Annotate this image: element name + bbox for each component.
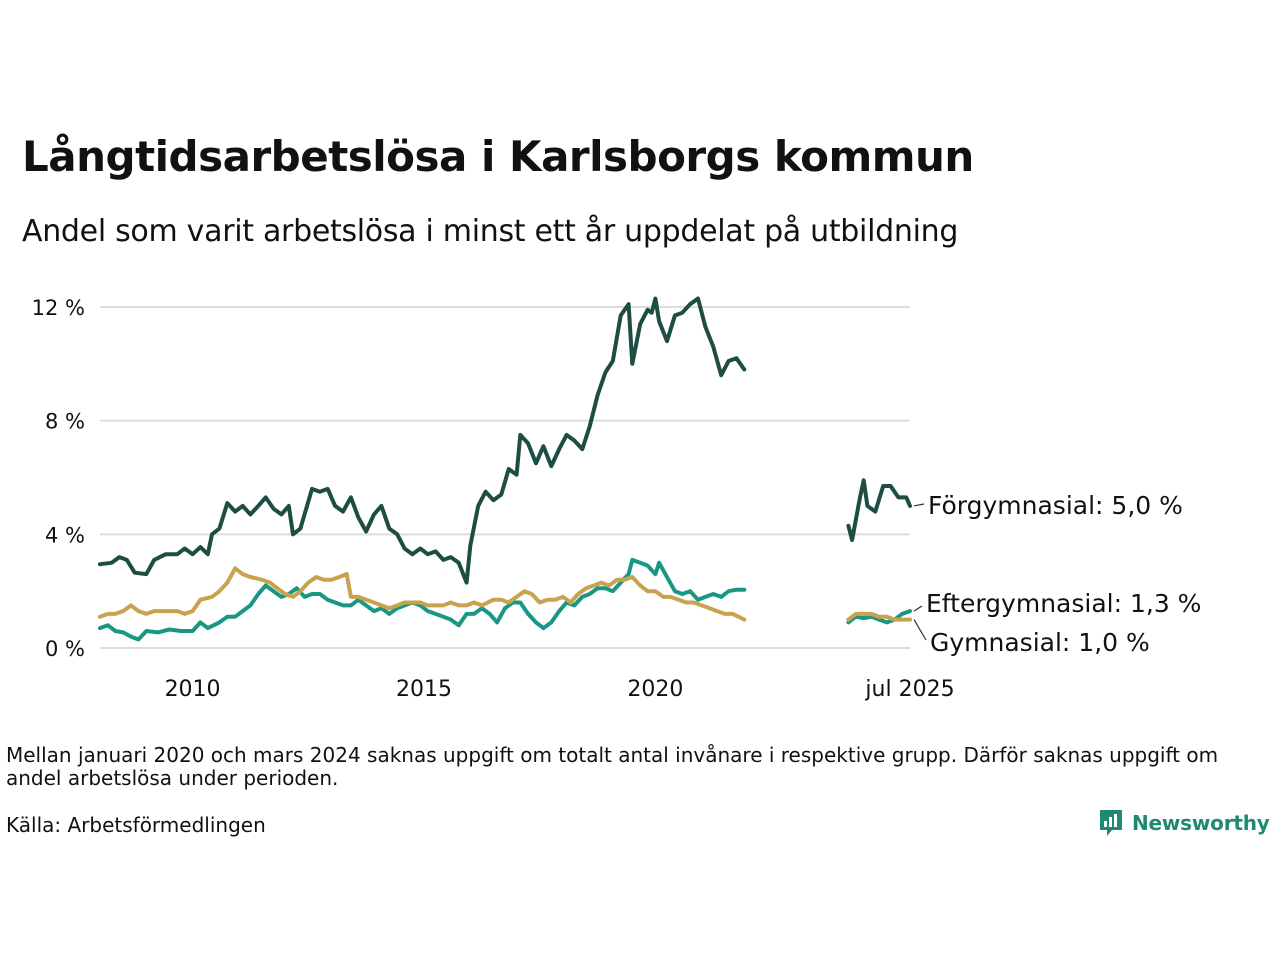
x-axis: 2010 2015 2020 jul 2025 bbox=[165, 677, 955, 702]
series-line-förgymnasial bbox=[846, 478, 912, 542]
line-chart: 0 % 4 % 8 % 12 % 2010 2015 2020 jul 2025 Förgy… bbox=[32, 296, 1202, 702]
series-line-eftergymnasial bbox=[98, 557, 747, 642]
series-end-label-eftergymnasial: Eftergymnasial: 1,3 % bbox=[926, 589, 1201, 618]
label-leader-line bbox=[913, 619, 927, 641]
x-tick-label: 2015 bbox=[396, 677, 452, 702]
y-tick-label: 8 % bbox=[45, 410, 85, 434]
series-line-förgymnasial bbox=[98, 296, 747, 585]
footnote: Mellan januari 2020 och mars 2024 saknas… bbox=[6, 743, 1219, 790]
source-credit: Källa: Arbetsförmedlingen bbox=[6, 813, 266, 837]
series-end-labels: Förgymnasial: 5,0 % Eftergymnasial: 1,3 %… bbox=[913, 491, 1201, 657]
y-axis: 0 % 4 % 8 % 12 % bbox=[32, 296, 85, 661]
newsworthy-logo: Newsworthy bbox=[1098, 808, 1270, 838]
series-line-gymnasial bbox=[846, 611, 912, 622]
brand-name: Newsworthy bbox=[1132, 811, 1270, 835]
x-tick-label: 2020 bbox=[627, 677, 683, 702]
series-line-eftergymnasial bbox=[846, 609, 912, 625]
y-tick-label: 12 % bbox=[32, 296, 85, 320]
series-line-gymnasial bbox=[98, 566, 747, 622]
series-end-label-gymnasial: Gymnasial: 1,0 % bbox=[930, 628, 1150, 657]
chart-subtitle: Andel som varit arbetslösa i minst ett å… bbox=[22, 214, 959, 249]
chart-bubble-icon bbox=[1100, 810, 1122, 836]
series-end-label-förgymnasial: Förgymnasial: 5,0 % bbox=[928, 491, 1183, 520]
series-lines bbox=[98, 296, 912, 642]
label-leader-line bbox=[913, 605, 923, 612]
x-tick-label: jul 2025 bbox=[864, 677, 954, 702]
gridlines bbox=[100, 306, 910, 649]
y-tick-label: 0 % bbox=[45, 637, 85, 661]
x-tick-label: 2010 bbox=[165, 677, 221, 702]
y-tick-label: 4 % bbox=[45, 523, 85, 547]
chart-title: Långtidsarbetslösa i Karlsborgs kommun bbox=[22, 132, 974, 181]
label-leader-line bbox=[913, 503, 925, 507]
